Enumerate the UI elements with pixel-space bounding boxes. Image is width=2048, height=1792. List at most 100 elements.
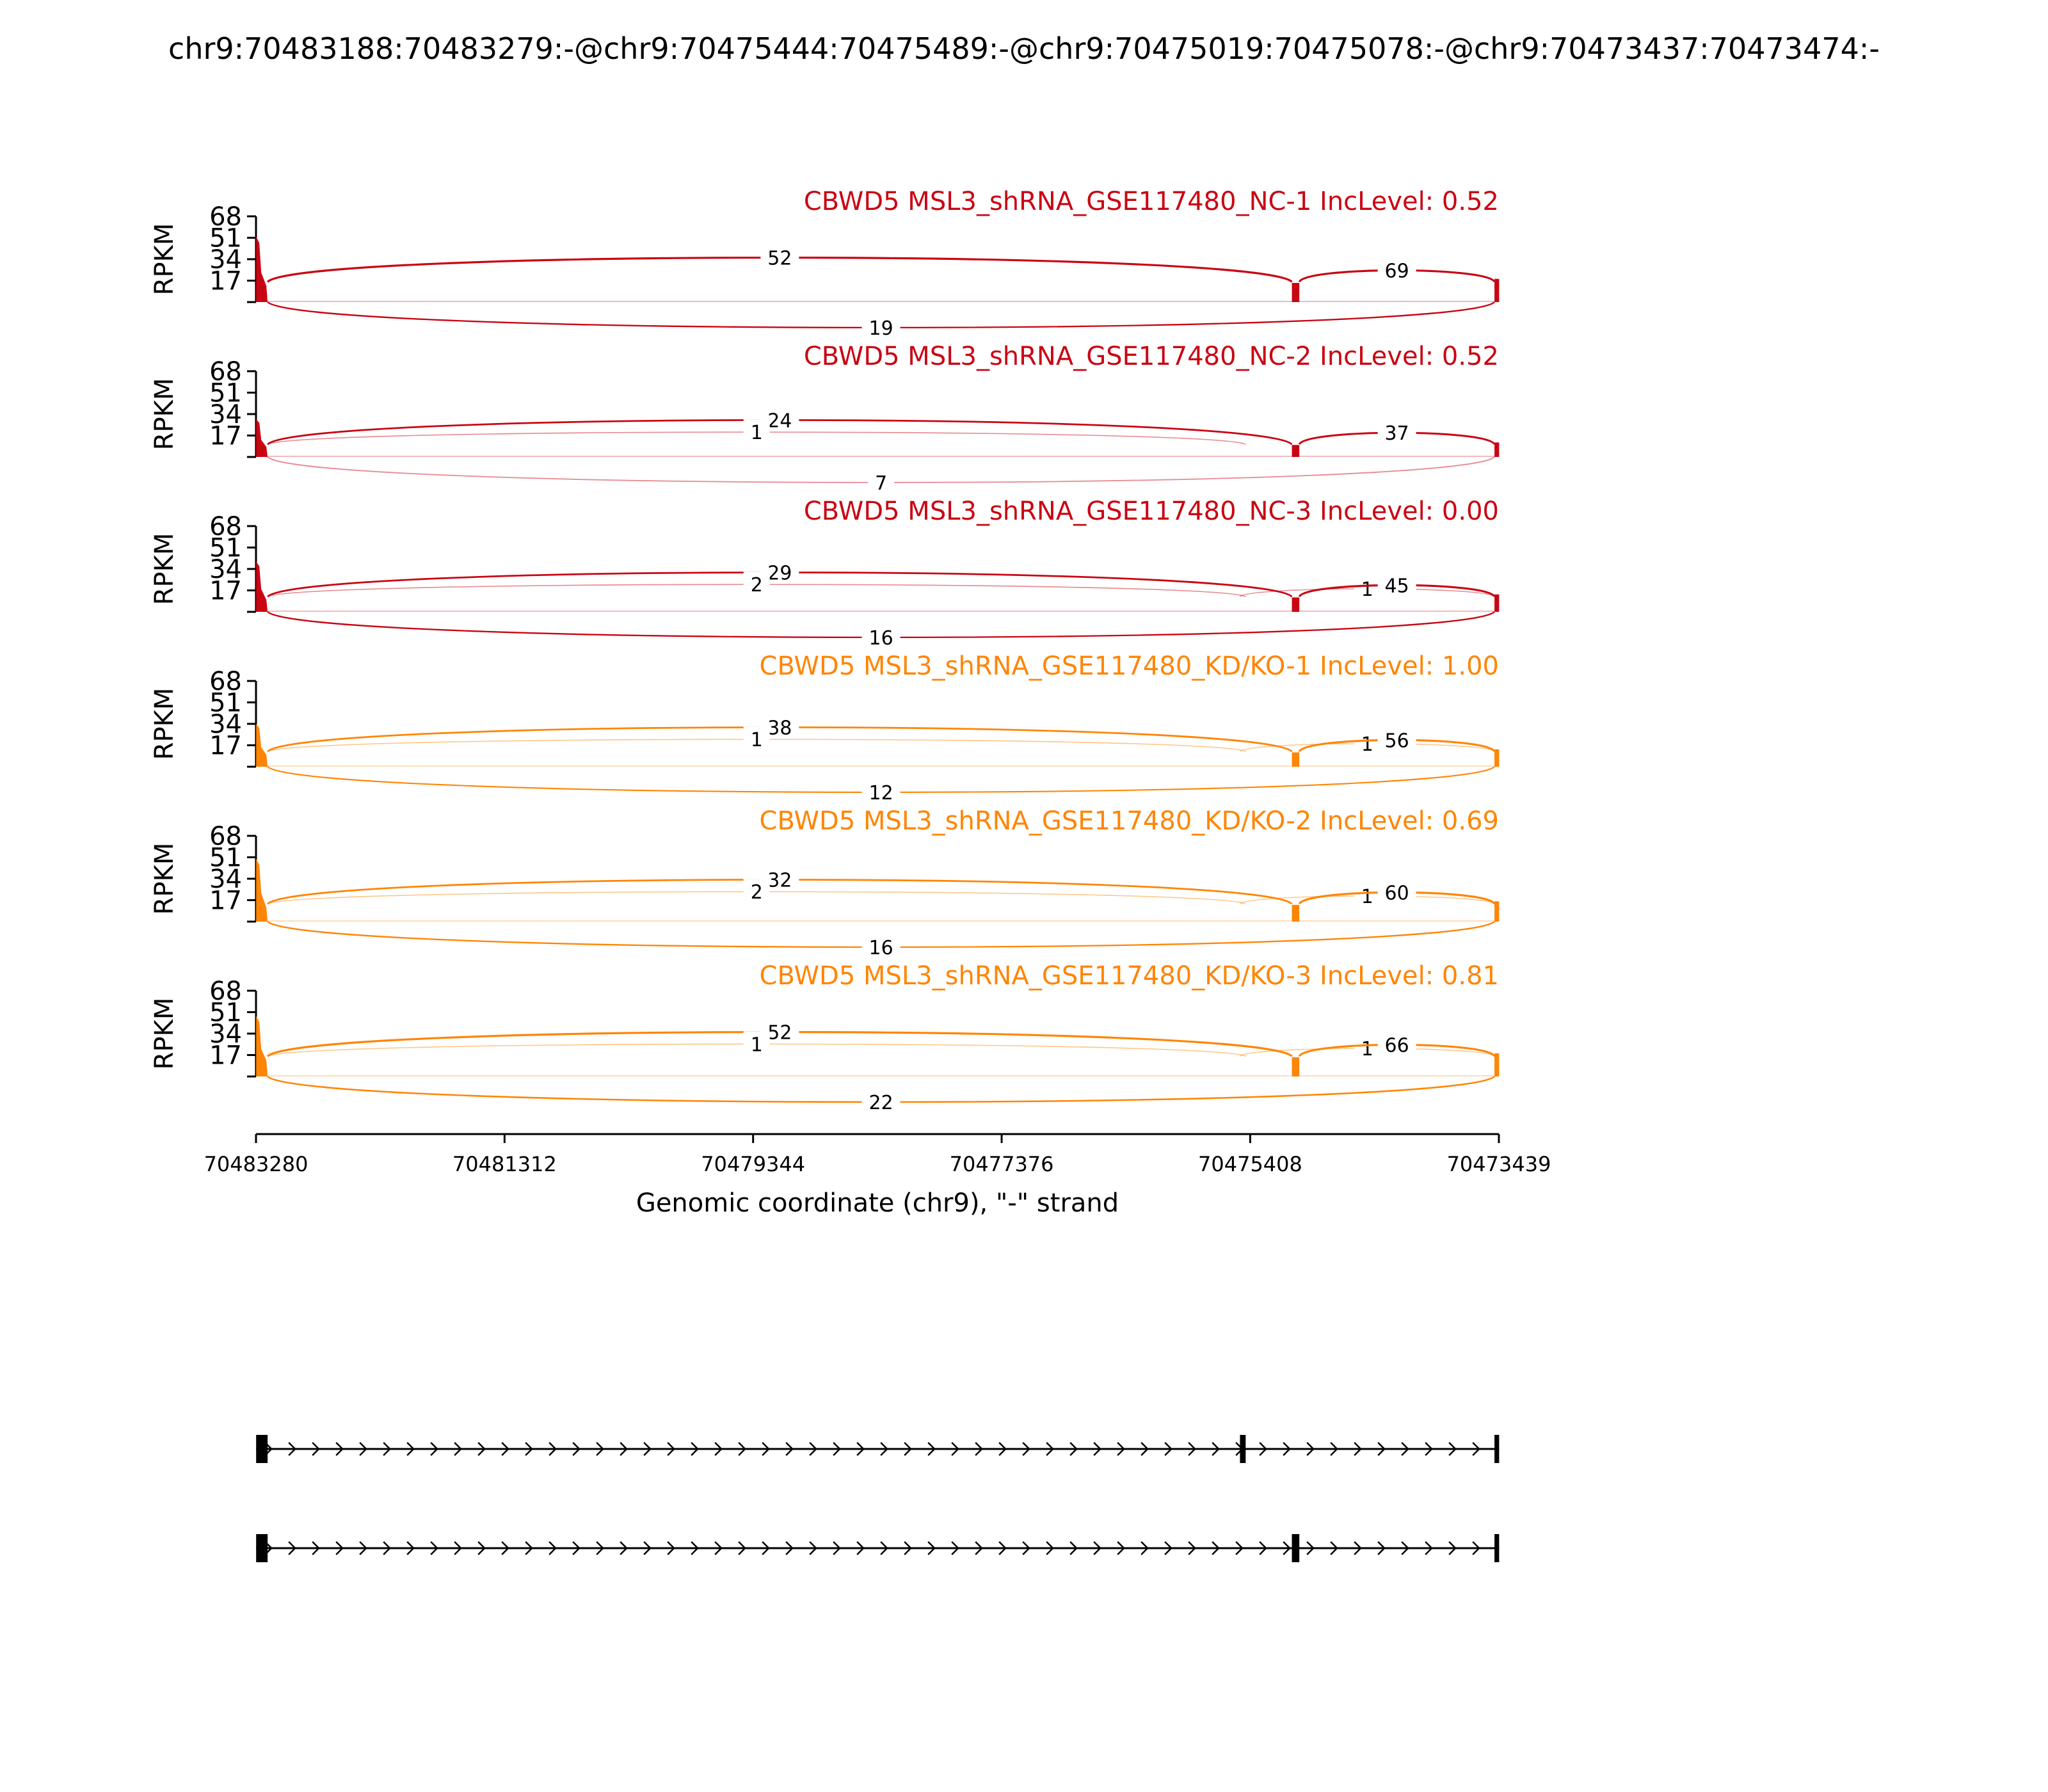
- strand-arrow: [406, 1541, 415, 1555]
- y-tick-label: 17: [209, 1041, 242, 1071]
- junction-label-bg: [1354, 730, 1380, 756]
- strand-arrow: [951, 1442, 959, 1456]
- strand-arrow: [1259, 1541, 1267, 1555]
- junction-label-bg: [1377, 1032, 1416, 1058]
- junction-label-bg: [868, 470, 895, 495]
- strand-arrow: [288, 1541, 296, 1555]
- junction-label-bg: [743, 726, 770, 753]
- junction-count-label: 69: [1385, 260, 1409, 282]
- y-tick-label: 51: [209, 534, 242, 563]
- junction-label-bg: [743, 1031, 770, 1057]
- junction-count-label: 1: [1361, 1038, 1373, 1060]
- coverage-exon-3: [1292, 283, 1300, 302]
- strand-arrow: [691, 1541, 699, 1555]
- y-tick-label: 51: [209, 998, 242, 1028]
- junction-label-bg: [1354, 1036, 1380, 1062]
- strand-arrow: [359, 1541, 367, 1555]
- strand-arrow: [904, 1541, 912, 1555]
- strand-arrow: [1283, 1541, 1291, 1555]
- strand-arrow: [643, 1442, 652, 1456]
- strand-arrow: [1377, 1541, 1386, 1555]
- strand-arrow: [762, 1442, 770, 1456]
- strand-arrow: [975, 1442, 983, 1456]
- strand-arrow: [951, 1541, 959, 1555]
- strand-arrow: [430, 1442, 438, 1456]
- y-tick-label: 51: [209, 689, 242, 718]
- junction-count-label: 60: [1385, 882, 1409, 904]
- strand-arrow: [1472, 1541, 1480, 1555]
- strand-arrow: [1046, 1442, 1054, 1456]
- strand-arrow: [1235, 1541, 1244, 1555]
- strand-arrow: [525, 1541, 533, 1555]
- junction-count-label: 24: [767, 410, 792, 432]
- coverage-exon-1: [256, 724, 268, 767]
- strand-arrow: [620, 1541, 628, 1555]
- strand-arrow: [1448, 1541, 1457, 1555]
- strand-arrow: [1069, 1442, 1078, 1456]
- strand-arrow: [1093, 1442, 1101, 1456]
- strand-arrow: [1306, 1541, 1315, 1555]
- strand-arrow: [1164, 1442, 1172, 1456]
- strand-arrow: [501, 1442, 509, 1456]
- track-label: CBWD5 MSL3_shRNA_GSE117480_KD/KO-3 IncLe…: [760, 961, 1499, 991]
- strand-arrow: [1401, 1541, 1409, 1555]
- strand-arrow: [643, 1541, 652, 1555]
- strand-arrow: [762, 1541, 770, 1555]
- strand-arrow: [312, 1541, 320, 1555]
- junction-label-bg: [1354, 575, 1380, 602]
- strand-arrow: [667, 1541, 675, 1555]
- strand-arrow: [738, 1541, 746, 1555]
- strand-arrow: [596, 1541, 604, 1555]
- y-tick-label: 34: [209, 245, 242, 275]
- strand-arrow: [430, 1541, 438, 1555]
- isoform-2: [256, 1534, 1500, 1562]
- y-axis-label: RPKM: [150, 533, 179, 605]
- junction-label-bg: [743, 572, 770, 598]
- junction-label-bg: [861, 1089, 900, 1115]
- y-tick-label: 17: [209, 422, 242, 451]
- junction-count-label: 56: [1385, 730, 1409, 752]
- strand-arrow: [714, 1442, 723, 1456]
- strand-arrow: [288, 1442, 296, 1456]
- coverage-exon-1: [256, 561, 268, 612]
- strand-arrow: [1401, 1442, 1409, 1456]
- isoform-1: [256, 1435, 1500, 1463]
- strand-arrow: [785, 1442, 794, 1456]
- strand-arrow: [477, 1541, 486, 1555]
- strand-arrow: [1140, 1541, 1149, 1555]
- junction-count-label: 38: [767, 717, 792, 739]
- junction-count-label: 16: [869, 937, 893, 959]
- strand-arrow: [1212, 1442, 1220, 1456]
- track-label: CBWD5 MSL3_shRNA_GSE117480_KD/KO-1 IncLe…: [760, 652, 1499, 681]
- junction-count-label: 16: [869, 627, 893, 650]
- junction-label-bg: [743, 879, 770, 905]
- strand-arrow: [667, 1442, 675, 1456]
- strand-arrow: [548, 1442, 557, 1456]
- y-tick-label: 68: [209, 202, 242, 232]
- strand-arrow: [359, 1442, 367, 1456]
- junction-count-label: 1: [751, 729, 763, 751]
- strand-arrow: [454, 1442, 462, 1456]
- strand-arrow: [1117, 1442, 1125, 1456]
- y-tick-label: 17: [209, 886, 242, 916]
- y-axis-label: RPKM: [150, 223, 179, 296]
- y-tick-label: 34: [209, 865, 242, 894]
- y-tick-label: 68: [209, 357, 242, 387]
- junction-count-label: 52: [767, 1021, 792, 1044]
- strand-arrow: [335, 1442, 344, 1456]
- strand-arrow: [738, 1442, 746, 1456]
- strand-arrow: [904, 1442, 912, 1456]
- junction-label-bg: [861, 780, 900, 805]
- junction-count-label: 1: [751, 1034, 763, 1056]
- x-tick-label: 70479344: [701, 1152, 805, 1176]
- strand-arrow: [809, 1442, 817, 1456]
- strand-arrow: [1188, 1442, 1196, 1456]
- y-tick-label: 68: [209, 822, 242, 851]
- junction-count-label: 32: [767, 869, 792, 892]
- strand-arrow: [1259, 1442, 1267, 1456]
- y-tick-label: 34: [209, 710, 242, 739]
